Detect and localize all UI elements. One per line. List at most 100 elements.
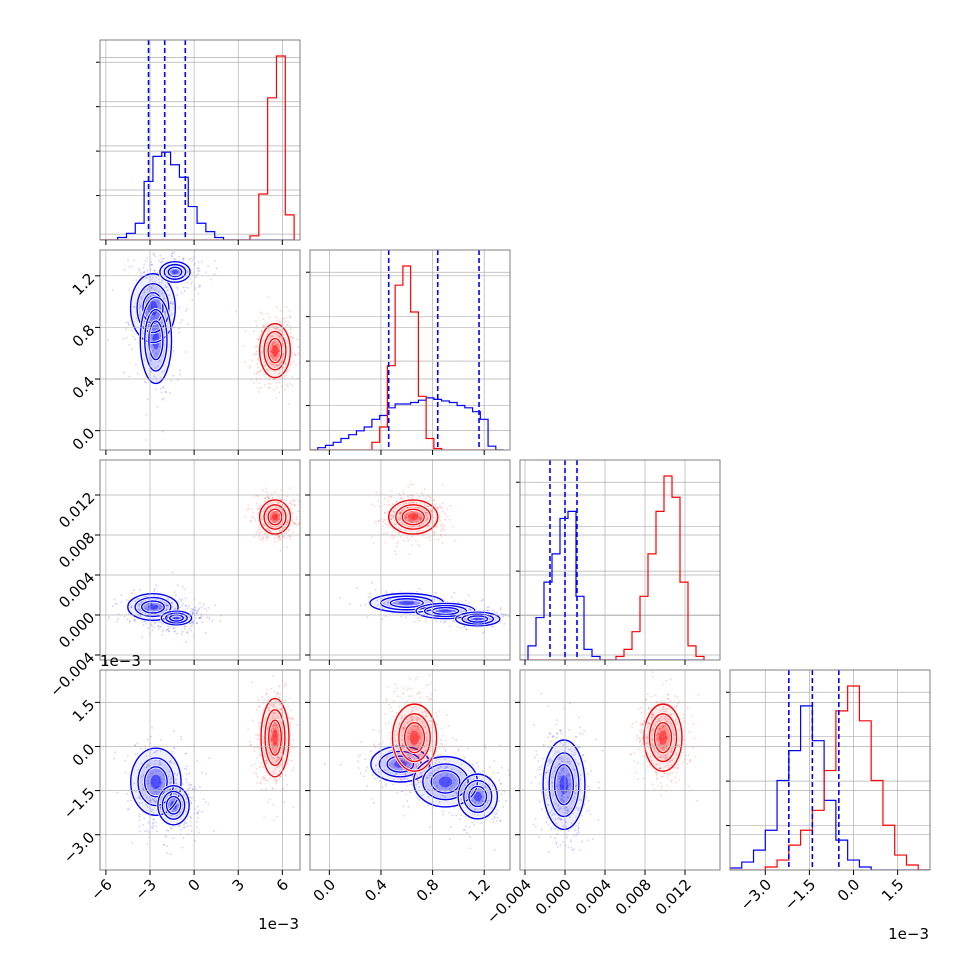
sample-point [560,797,563,800]
sample-point [181,585,184,588]
sample-point [471,764,474,766]
sample-point [456,625,459,628]
sample-point [434,782,437,784]
sample-point [146,738,149,741]
sample-point [410,735,412,737]
contour-line-1-0-1 [263,504,287,530]
sample-point [295,516,298,519]
sample-point [295,354,297,357]
sample-point [256,733,259,736]
sample-point [392,537,395,540]
sample-point [420,492,423,494]
sample-point [205,772,208,775]
sample-point [152,824,155,827]
contour-line-0-2-0 [457,773,499,820]
sample-point [394,740,397,743]
sample-point [373,520,376,523]
sample-point [202,603,205,606]
sample-point [137,597,140,600]
sample-point [393,511,396,514]
sample-point [269,529,271,532]
sample-point [454,539,457,542]
sample-point [152,771,154,774]
sample-point [194,616,197,619]
sample-point [273,736,275,739]
sample-point [269,703,272,705]
sample-point [265,762,268,764]
sample-point [128,266,131,268]
sample-point [267,707,270,710]
sample-point [416,775,419,777]
sample-point [396,726,398,729]
sample-point [272,731,275,734]
sample-point [408,731,410,734]
sample-point [419,771,422,774]
sample-point [425,519,428,522]
sample-point [449,826,452,829]
sample-point [150,263,153,266]
sample-point [385,590,388,593]
sample-point [269,502,272,505]
sample-point [138,603,141,606]
sample-point [372,729,375,731]
sample-point [273,731,276,734]
sample-point [278,536,281,539]
sample-point [188,605,190,607]
sample-point [406,800,408,802]
sample-point [570,839,573,842]
sample-point [503,790,506,793]
sample-point [159,785,162,788]
sample-point [421,720,424,723]
sample-point [471,799,474,802]
sample-point [291,747,293,749]
sample-point [376,604,379,607]
sample-point [441,527,444,529]
sample-point [569,702,571,705]
sample-point [251,681,253,684]
sample-point [152,252,155,255]
sample-point [165,391,167,394]
sample-point [257,366,260,369]
sample-point [562,793,564,795]
sample-point [420,517,423,520]
sample-point [497,771,499,774]
sample-point [372,542,375,545]
sample-point [443,529,446,532]
sample-point [560,730,562,733]
sample-point [204,607,206,610]
sample-point [263,721,266,724]
sample-point [469,608,472,611]
sample-point [440,530,442,532]
sample-point [141,802,144,804]
sample-point [255,773,258,775]
sample-point [191,611,194,614]
sample-point [446,713,448,716]
sample-point [168,294,170,297]
sample-point [415,765,418,768]
sample-point [394,739,397,742]
sample-point [410,544,413,547]
sample-point [253,535,256,538]
sample-point [262,324,265,327]
sample-point [187,788,190,791]
sample-point [137,604,140,607]
sample-point [417,718,419,721]
sample-point [159,775,162,778]
sample-point [275,355,278,358]
sample-point [278,696,280,698]
sample-point [196,612,198,615]
sample-point [158,360,161,362]
sample-point [444,786,447,789]
sample-point [276,355,279,358]
sample-point [422,750,425,753]
sample-point [253,762,256,765]
sample-point [401,738,404,741]
sample-point [411,602,414,605]
sample-point [446,609,449,612]
sample-point [259,369,262,372]
sample-point [183,822,186,824]
sample-point [268,316,271,319]
sample-point [117,613,120,615]
sample-point [402,687,405,690]
sample-point [175,778,178,781]
